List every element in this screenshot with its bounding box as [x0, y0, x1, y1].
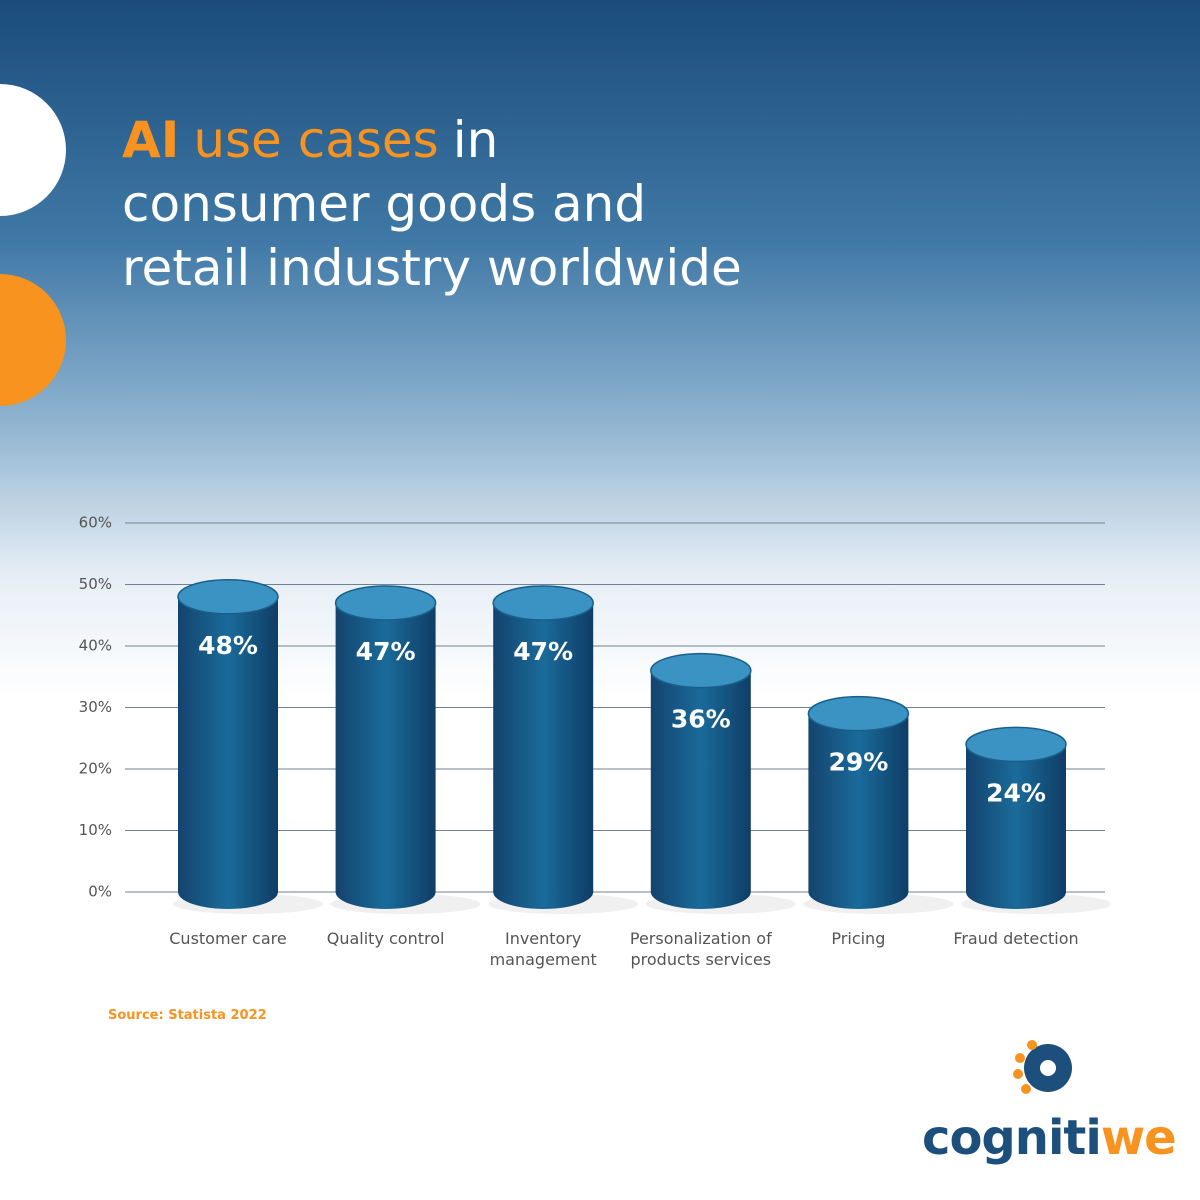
y-tick-label: 0% [88, 883, 112, 901]
logo-icon [1013, 1040, 1072, 1094]
title-line: AI use cases in [122, 108, 756, 172]
x-tick-label: Personalization of products services [629, 929, 772, 969]
logo-text: cogniti [922, 1110, 1102, 1166]
x-tick-label: Quality control [326, 929, 445, 948]
y-tick-label: 40% [79, 637, 112, 655]
bar-bottom [966, 875, 1066, 909]
bar-top [177, 579, 279, 615]
logo-text: we [1100, 1110, 1177, 1166]
bar-top [334, 585, 437, 621]
title-text: retail industry worldwide [122, 239, 742, 297]
title-line: consumer goods and [122, 172, 756, 236]
bar-bottom [178, 875, 278, 909]
bar [335, 602, 436, 892]
bar [650, 670, 751, 892]
value-label: 47% [513, 637, 573, 666]
x-tick-label: Fraud detection [953, 929, 1079, 948]
value-label: 29% [828, 748, 888, 777]
value-label: 24% [986, 778, 1046, 807]
title-text: AI [122, 111, 180, 169]
logo: cognitiwe [922, 1110, 1177, 1166]
bar [178, 596, 278, 892]
x-tick-label: Inventory management [489, 929, 597, 969]
title-text: consumer goods and [122, 175, 647, 233]
y-tick-label: 30% [79, 698, 112, 716]
decor-circle [0, 274, 66, 406]
y-tick-label: 20% [79, 760, 112, 778]
y-tick-label: 60% [79, 514, 112, 532]
title-text: use cases [193, 111, 439, 169]
bar-bottom [493, 875, 594, 909]
bar [966, 744, 1066, 892]
bar [493, 602, 594, 892]
x-tick-label: Pricing [831, 929, 886, 948]
decor-circle [0, 84, 66, 216]
source: Source: Statista 2022 [108, 1008, 267, 1023]
title-line: retail industry worldwide [122, 236, 756, 300]
title-text: in [452, 111, 499, 169]
bar-top [807, 695, 910, 732]
y-tick-label: 50% [79, 575, 112, 593]
bar-top [492, 585, 594, 621]
title: AI use cases in consumer goods and retail in… [122, 108, 756, 300]
bar-bottom [808, 875, 909, 909]
value-label: 47% [356, 637, 416, 666]
bar-top [650, 652, 752, 689]
bar-bottom [650, 875, 751, 909]
value-label: 48% [198, 631, 258, 660]
y-tick-label: 10% [79, 821, 112, 839]
x-tick-label: Customer care [169, 929, 287, 948]
bar-bottom [335, 875, 436, 909]
value-label: 36% [671, 705, 731, 734]
bar-top [965, 726, 1067, 763]
bar [808, 713, 909, 892]
